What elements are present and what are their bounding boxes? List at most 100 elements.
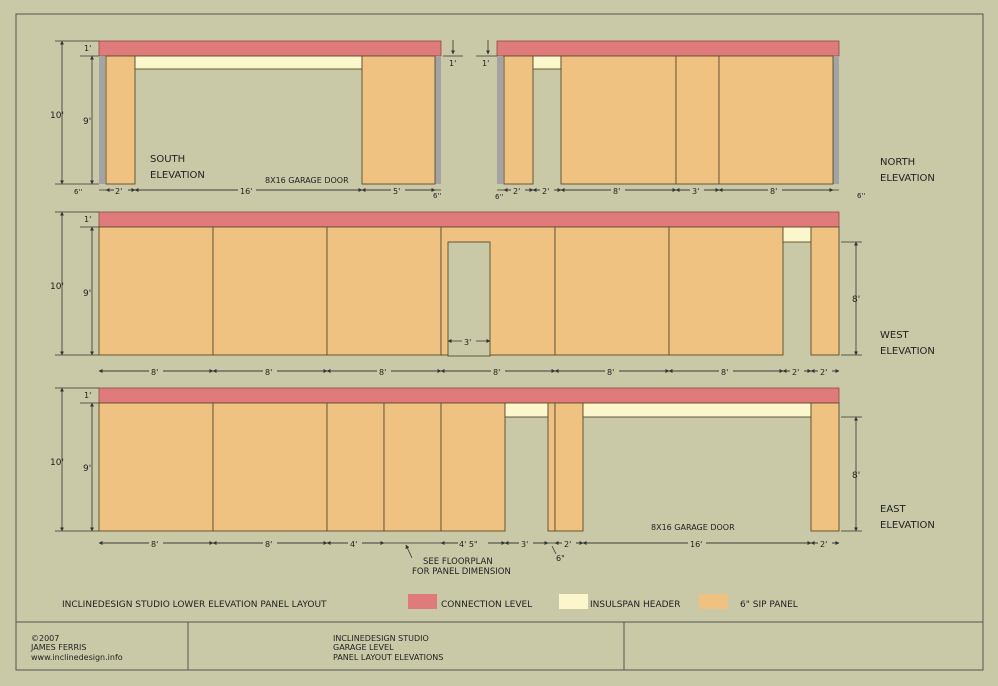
east-dim-8a: 8' bbox=[151, 540, 158, 549]
south-connection-band bbox=[98, 40, 442, 57]
south-sip-left bbox=[105, 55, 136, 185]
west-elevation: WEST ELEVATION 10' 9' 1' 8' 3' 8' 8' 8' … bbox=[50, 211, 935, 377]
east-sip-5 bbox=[440, 402, 506, 532]
north-dim-2b: 2' bbox=[542, 187, 549, 196]
east-dim-16: 16' bbox=[690, 540, 702, 549]
north-sip-1 bbox=[503, 55, 534, 185]
sheet-border bbox=[15, 13, 984, 671]
west-dim-1: 1' bbox=[84, 215, 91, 224]
south-dim-10: 10' bbox=[50, 111, 64, 121]
west-sip-6 bbox=[668, 226, 784, 356]
east-title-1: EAST bbox=[880, 504, 907, 515]
east-dim-4-5: 4' 5" bbox=[459, 540, 478, 549]
east-note-2: FOR PANEL DIMENSION bbox=[412, 567, 511, 577]
east-sip-3 bbox=[326, 402, 385, 532]
west-title-2: ELEVATION bbox=[880, 346, 935, 357]
legend-swatch-sip bbox=[699, 594, 728, 609]
east-dim-2a: 2' bbox=[564, 540, 571, 549]
west-dim-8b: 8' bbox=[265, 368, 272, 377]
west-sip-3 bbox=[326, 226, 442, 356]
west-sip-5 bbox=[554, 226, 670, 356]
north-sip-2 bbox=[560, 55, 677, 185]
west-dim-8d: 8' bbox=[493, 368, 500, 377]
south-post-right bbox=[435, 56, 441, 184]
south-header bbox=[134, 55, 363, 70]
east-dim-6: 6" bbox=[556, 554, 565, 563]
north-dim-3: 3' bbox=[692, 187, 699, 196]
south-dim-6-right: 6'' bbox=[433, 192, 441, 200]
west-title-1: WEST bbox=[880, 330, 910, 341]
north-elevation: NORTH ELEVATION 1' 2' 2' 8' 3' 8' 6'' 6'… bbox=[476, 40, 935, 201]
east-dim-4: 4' bbox=[350, 540, 357, 549]
north-sip-4 bbox=[718, 55, 834, 185]
north-dim-1: 1' bbox=[482, 59, 489, 68]
south-dim-5: 5' bbox=[393, 187, 400, 196]
south-dim-1: 1' bbox=[84, 44, 91, 53]
south-door-label: 8X16 GARAGE DOOR bbox=[265, 176, 349, 185]
legend-swatch-connection bbox=[408, 594, 437, 609]
east-sip-6 bbox=[554, 402, 584, 532]
south-post-left bbox=[99, 56, 105, 184]
south-dim-1r: 1' bbox=[449, 59, 456, 68]
west-dim-8c: 8' bbox=[379, 368, 386, 377]
west-dim-8e: 8' bbox=[607, 368, 614, 377]
west-dim-2a: 2' bbox=[792, 368, 799, 377]
north-dim-6-left: 6'' bbox=[495, 193, 503, 201]
west-dim-10: 10' bbox=[50, 282, 64, 292]
titleblock-line-3: PANEL LAYOUT ELEVATIONS bbox=[333, 653, 443, 662]
west-dim-9: 9' bbox=[83, 289, 91, 299]
north-dim-8b: 8' bbox=[770, 187, 777, 196]
east-title-2: ELEVATION bbox=[880, 520, 935, 531]
east-sip-4 bbox=[383, 402, 442, 532]
south-elevation: SOUTH ELEVATION 8X16 GARAGE DOOR 10' 9' … bbox=[50, 40, 463, 200]
north-title-1: NORTH bbox=[880, 157, 915, 168]
east-dim-10: 10' bbox=[50, 458, 64, 468]
south-dim-16: 16' bbox=[240, 187, 252, 196]
east-dim-8b: 8' bbox=[265, 540, 272, 549]
west-dim-2b: 2' bbox=[820, 368, 827, 377]
legend-sip-label: 6" SIP PANEL bbox=[740, 600, 798, 610]
west-dim-8a: 8' bbox=[151, 368, 158, 377]
titleblock-line-2: GARAGE LEVEL bbox=[333, 643, 394, 652]
titleblock-line-1: INCLINEDESIGN STUDIO bbox=[333, 634, 429, 643]
south-dim-6-left: 6'' bbox=[74, 188, 82, 196]
legend-title: INCLINEDESIGN STUDIO LOWER ELEVATION PAN… bbox=[62, 600, 327, 610]
west-connection-band bbox=[98, 211, 840, 228]
title-block: ©2007 JAMES FERRIS www.inclinedesign.inf… bbox=[16, 621, 983, 670]
east-header-2 bbox=[582, 402, 812, 418]
west-sip-1 bbox=[98, 226, 214, 356]
south-dim-2: 2' bbox=[115, 187, 122, 196]
titleblock-copyright: ©2007 bbox=[31, 634, 59, 643]
east-sip-7 bbox=[810, 402, 840, 532]
west-sip-7 bbox=[810, 226, 840, 356]
west-header bbox=[782, 226, 812, 243]
legend-header-label: INSULSPAN HEADER bbox=[590, 600, 681, 610]
north-dim-2a: 2' bbox=[513, 187, 520, 196]
west-dim-8f: 8' bbox=[721, 368, 728, 377]
south-title-1: SOUTH bbox=[150, 154, 185, 165]
south-dim-9: 9' bbox=[83, 117, 91, 127]
west-dim-8-vert: 8' bbox=[852, 295, 860, 305]
titleblock-url: www.inclinedesign.info bbox=[31, 653, 123, 662]
east-dim-3: 3' bbox=[521, 540, 528, 549]
east-dim-9: 9' bbox=[83, 464, 91, 474]
north-dim-6-right: 6'' bbox=[857, 192, 865, 200]
east-header-1 bbox=[504, 402, 549, 418]
north-connection-band bbox=[496, 40, 840, 57]
north-title-2: ELEVATION bbox=[880, 173, 935, 184]
west-dim-3: 3' bbox=[464, 338, 471, 347]
titleblock-author: JAMES FERRIS bbox=[30, 643, 86, 652]
north-post-right bbox=[833, 56, 839, 184]
east-sip-1 bbox=[98, 402, 214, 532]
west-sip-2 bbox=[212, 226, 328, 356]
east-dim-2b: 2' bbox=[820, 540, 827, 549]
east-connection-band bbox=[98, 387, 840, 404]
east-dim-1: 1' bbox=[84, 391, 91, 400]
legend-swatch-header bbox=[559, 594, 588, 609]
east-sip-2 bbox=[212, 402, 328, 532]
north-header bbox=[532, 55, 562, 70]
east-elevation: EAST ELEVATION 8X16 GARAGE DOOR 10' 9' 1… bbox=[50, 387, 935, 577]
east-dim-8-vert: 8' bbox=[852, 471, 860, 481]
north-post-left bbox=[497, 56, 503, 184]
